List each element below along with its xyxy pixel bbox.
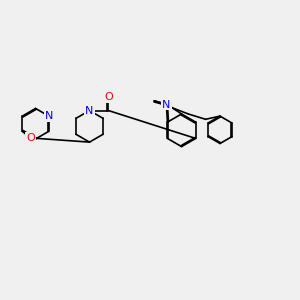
Text: O: O <box>163 99 171 109</box>
Text: O: O <box>26 133 34 143</box>
Text: N: N <box>162 100 171 110</box>
Text: O: O <box>104 92 113 102</box>
Text: N: N <box>85 106 94 116</box>
Text: N: N <box>45 111 53 121</box>
